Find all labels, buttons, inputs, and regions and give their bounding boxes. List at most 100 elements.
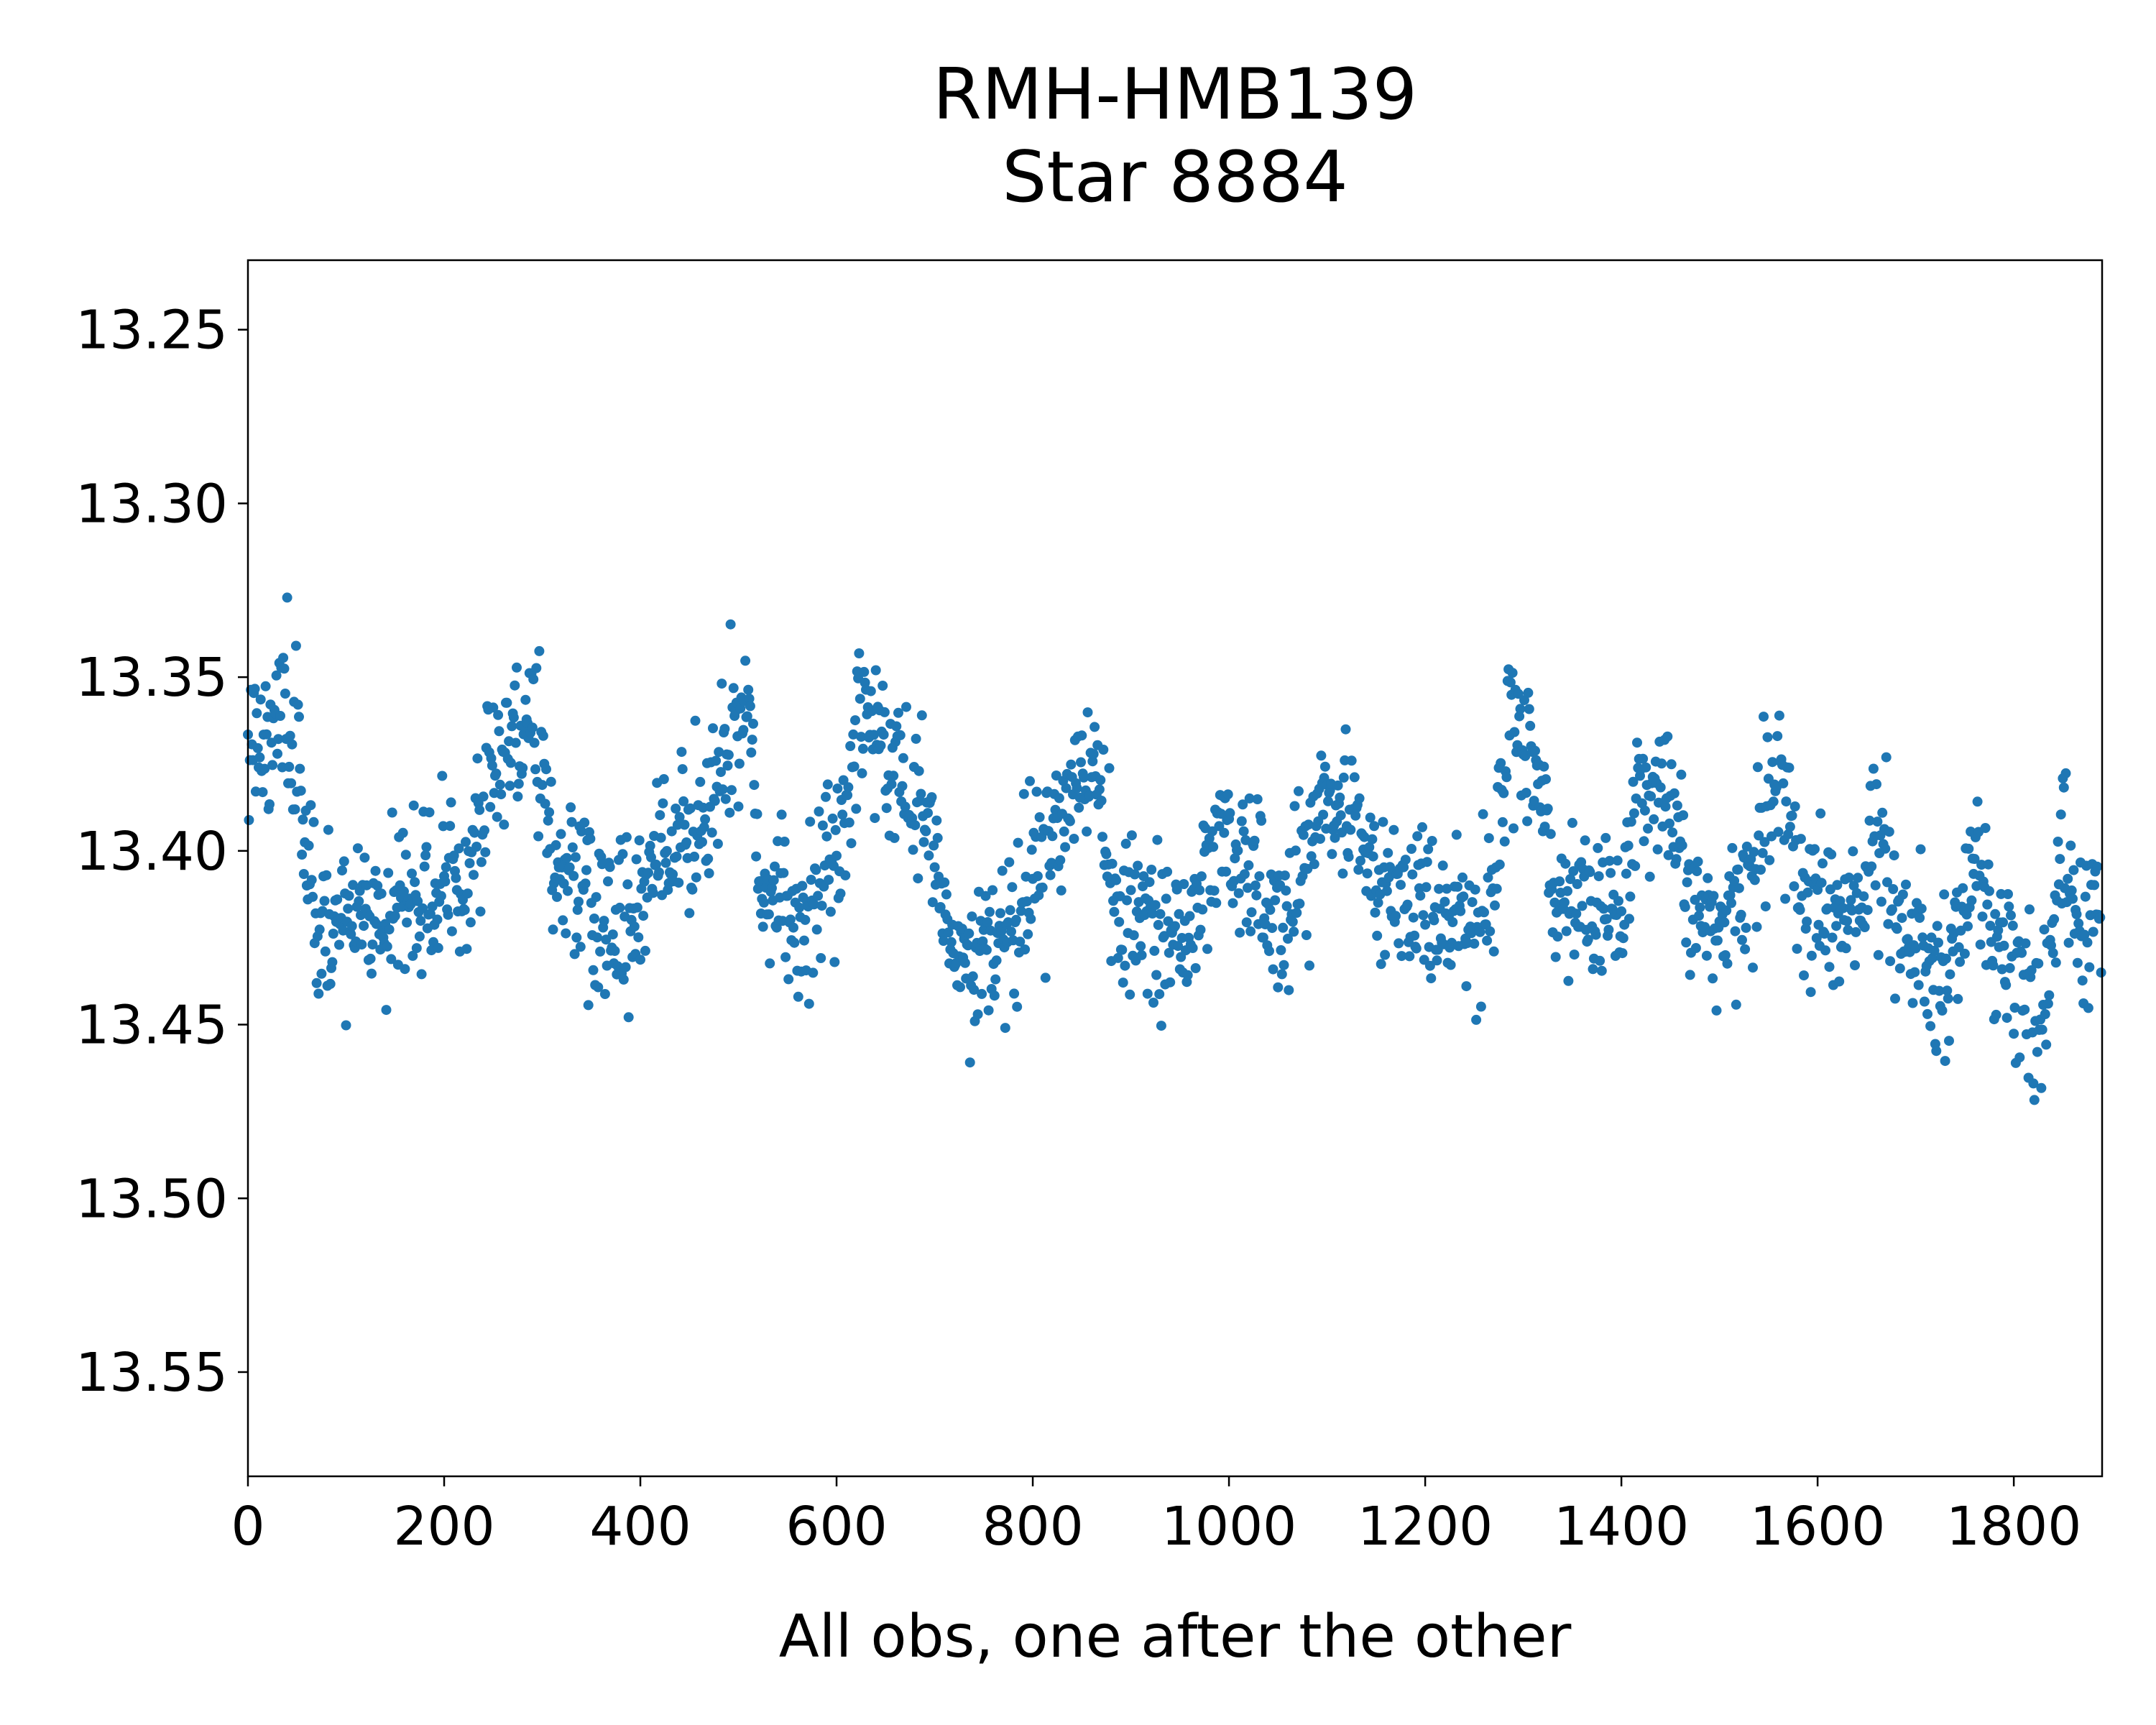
data-point: [2063, 937, 2074, 948]
data-point: [723, 750, 734, 760]
data-point: [1942, 985, 1953, 996]
data-point: [1056, 885, 1067, 896]
data-point: [437, 770, 448, 781]
data-point: [1667, 827, 1678, 838]
data-point: [1264, 946, 1274, 957]
data-point: [821, 831, 832, 842]
data-point: [1404, 951, 1415, 962]
data-point: [1846, 895, 1856, 906]
data-point: [1006, 926, 1016, 937]
data-point: [287, 739, 298, 750]
y-tick-label: 13.35: [75, 647, 228, 709]
data-point: [1045, 870, 1056, 880]
data-point: [1079, 772, 1089, 783]
data-point: [967, 911, 977, 922]
data-point: [646, 852, 656, 862]
data-point: [2041, 1039, 2052, 1050]
data-point: [2095, 912, 2106, 923]
data-point: [609, 946, 620, 956]
data-point: [1925, 1021, 1936, 1031]
data-point: [1789, 881, 1800, 892]
data-point: [1725, 890, 1736, 901]
data-point: [1708, 973, 1718, 984]
data-point: [1643, 823, 1653, 834]
data-point: [462, 888, 473, 899]
data-point: [738, 724, 749, 735]
data-point: [1283, 934, 1293, 944]
data-point: [1281, 886, 1291, 896]
data-point: [1437, 860, 1448, 871]
data-point: [1669, 788, 1680, 799]
data-point: [1235, 927, 1245, 938]
data-point: [1469, 938, 1480, 949]
data-point: [1025, 776, 1035, 786]
data-point: [538, 730, 548, 741]
data-point: [1660, 801, 1671, 812]
data-point: [492, 811, 502, 822]
data-point: [407, 868, 417, 879]
data-point: [1031, 786, 1042, 797]
data-point: [1910, 943, 1921, 954]
data-point: [1583, 934, 1593, 945]
data-point: [1692, 856, 1703, 867]
data-point: [282, 592, 292, 603]
data-point: [1975, 939, 1986, 950]
data-point: [709, 796, 720, 806]
data-point: [533, 831, 544, 842]
data-point: [465, 917, 476, 928]
data-point: [544, 807, 555, 818]
data-point: [1391, 911, 1401, 921]
data-point: [2049, 914, 2060, 924]
data-point: [346, 921, 357, 932]
data-point: [320, 946, 331, 957]
data-point: [821, 791, 831, 802]
data-point: [1843, 873, 1854, 883]
data-point: [811, 924, 822, 935]
data-point: [655, 810, 665, 821]
data-point: [2026, 965, 2037, 975]
data-point: [2009, 1029, 2019, 1039]
data-point: [1367, 834, 1378, 845]
data-point: [1892, 924, 1902, 934]
data-point: [685, 803, 696, 814]
data-point: [728, 683, 739, 694]
data-point: [440, 876, 451, 887]
data-point: [2042, 998, 2053, 1009]
data-point: [724, 807, 735, 818]
data-point: [1818, 858, 1828, 869]
data-point: [1475, 926, 1485, 937]
data-point: [714, 747, 724, 758]
data-point: [303, 840, 314, 851]
data-point: [1359, 832, 1370, 842]
data-point: [1323, 796, 1333, 806]
data-point: [1703, 873, 1713, 883]
data-point: [257, 787, 268, 798]
data-point: [474, 804, 485, 815]
data-point: [1963, 843, 1974, 854]
data-point: [1868, 763, 1879, 774]
data-point: [1461, 981, 1472, 992]
data-point: [752, 883, 763, 894]
data-point: [711, 755, 722, 766]
data-point: [1243, 860, 1254, 870]
data-point: [1294, 786, 1304, 796]
data-point: [1694, 911, 1704, 921]
data-point: [1601, 914, 1612, 924]
data-point: [1082, 826, 1092, 837]
data-point: [725, 619, 736, 630]
data-point: [1335, 792, 1345, 803]
data-point: [1751, 921, 1762, 932]
data-point: [981, 944, 992, 955]
data-point: [328, 929, 338, 939]
data-point: [1963, 921, 1973, 932]
data-point: [252, 742, 263, 753]
data-point: [1211, 898, 1222, 908]
data-point: [537, 780, 548, 791]
data-point: [1805, 987, 1816, 998]
data-point: [1015, 937, 1026, 947]
data-point: [1522, 816, 1533, 827]
data-point: [1354, 793, 1365, 804]
data-point: [306, 875, 317, 886]
data-point: [285, 730, 295, 741]
data-point: [1588, 964, 1598, 975]
